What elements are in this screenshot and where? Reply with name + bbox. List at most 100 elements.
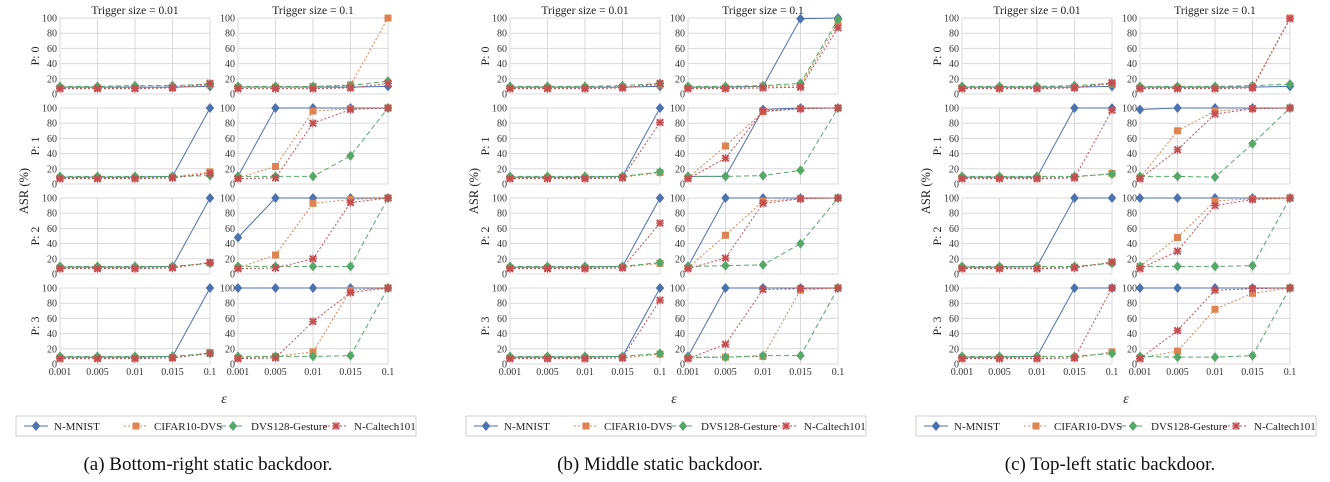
data-point: [1174, 127, 1181, 135]
y-tick-label: 20: [1127, 254, 1137, 265]
row-label: P: 1: [28, 136, 42, 155]
data-point: [1173, 247, 1182, 256]
data-point: [506, 264, 514, 273]
data-point: [1173, 283, 1182, 293]
y-tick-label: 100: [1122, 14, 1137, 25]
y-tick-label: 40: [47, 149, 57, 160]
x-tick-label: 0.005: [714, 367, 737, 378]
data-point: [1286, 104, 1294, 112]
y-axis-label: ASR (%): [17, 168, 31, 214]
row-label: P: 0: [28, 46, 42, 65]
data-point: [721, 154, 730, 163]
y-tick-label: 100: [220, 284, 235, 295]
data-point: [271, 353, 280, 362]
x-tick-label: 0.01: [1028, 367, 1046, 378]
data-point: [722, 231, 729, 239]
y-tick-label: 80: [47, 119, 57, 130]
y-tick-label: 60: [225, 314, 235, 325]
data-point: [272, 163, 279, 171]
data-point: [796, 284, 805, 293]
data-point: [1210, 261, 1220, 272]
row-label: P: 0: [478, 46, 492, 65]
y-tick-label: 0: [230, 180, 235, 191]
y-tick-label: 20: [47, 164, 57, 175]
y-tick-label: 60: [497, 44, 507, 55]
data-point: [721, 193, 730, 203]
y-tick-label: 80: [675, 209, 685, 220]
panel-r2-c0: 0 20 40 60 80 100: [492, 193, 665, 281]
data-point: [1248, 138, 1257, 149]
panel-r1-c1: 0 20 40 60 80 100: [1122, 103, 1295, 191]
row-label: P: 1: [478, 136, 492, 155]
y-tick-label: 100: [944, 194, 959, 205]
data-point: [1285, 79, 1295, 90]
y-tick-label: 0: [680, 360, 685, 371]
y-tick-label: 80: [1127, 29, 1137, 40]
y-tick-label: 60: [47, 314, 57, 325]
subfigure-caption: (a) Bottom-right static backdoor.: [83, 454, 332, 475]
data-point: [308, 171, 318, 182]
data-point: [206, 349, 214, 358]
y-tick-label: 40: [47, 239, 57, 250]
panel-r0-c0: 0 20 40 60 80 100: [492, 14, 665, 101]
y-tick-label: 60: [225, 134, 235, 145]
y-tick-label: 80: [949, 209, 959, 220]
subfigure-0: Trigger size = 0.01 Trigger size = 0.1 ASR…: [15, 5, 417, 475]
data-point: [1070, 263, 1079, 272]
data-point: [168, 173, 177, 182]
data-point: [758, 350, 768, 361]
y-tick-label: 100: [42, 194, 57, 205]
data-point: [234, 84, 242, 93]
y-tick-label: 80: [225, 209, 235, 220]
subfigure-caption: (c) Top-left static backdoor.: [1005, 454, 1215, 475]
data-point: [1248, 350, 1257, 361]
y-tick-label: 80: [949, 119, 959, 130]
y-tick-label: 80: [225, 119, 235, 130]
data-point: [1108, 78, 1116, 87]
data-point: [1107, 348, 1117, 359]
data-point: [1211, 286, 1219, 295]
y-tick-label: 100: [492, 14, 507, 25]
data-point: [655, 166, 665, 177]
legend-entry: DVS128-Gesture: [701, 421, 777, 433]
data-point: [506, 84, 514, 93]
y-tick-label: 40: [1127, 59, 1137, 70]
y-tick-label: 80: [497, 29, 507, 40]
x-tick-label: 0.015: [789, 367, 812, 378]
data-point: [1286, 14, 1294, 23]
data-point: [543, 354, 552, 363]
y-tick-label: 80: [1127, 209, 1137, 220]
y-tick-label: 100: [492, 104, 507, 115]
data-point: [309, 254, 317, 263]
y-tick-label: 100: [220, 14, 235, 25]
legend-entry: CIFAR10-DVS: [154, 421, 222, 433]
legend-marker: [132, 422, 140, 430]
y-tick-label: 20: [1127, 164, 1137, 175]
panel-r1-c0: 0 20 40 60 80 100: [944, 103, 1117, 191]
data-point: [1136, 174, 1144, 183]
y-tick-label: 100: [42, 284, 57, 295]
y-tick-label: 40: [497, 59, 507, 70]
row-label: P: 3: [478, 316, 492, 335]
y-tick-label: 60: [1127, 134, 1137, 145]
y-tick-label: 60: [47, 44, 57, 55]
data-point: [506, 354, 514, 363]
y-tick-label: 80: [1127, 299, 1137, 310]
y-tick-label: 0: [680, 180, 685, 191]
series-line-n-caltech101: [60, 262, 211, 270]
y-tick-label: 100: [1122, 104, 1137, 115]
y-tick-label: 60: [949, 134, 959, 145]
legend-marker: [31, 421, 41, 431]
x-tick-label: 0.005: [264, 367, 287, 378]
data-point: [1248, 260, 1257, 271]
data-point: [346, 150, 355, 161]
data-point: [656, 219, 664, 228]
series-line-n-caltech101: [687, 287, 839, 360]
y-tick-label: 20: [675, 344, 685, 355]
data-point: [618, 83, 627, 92]
data-point: [1107, 169, 1117, 180]
series-line-cifar10-dvs: [510, 262, 661, 269]
legend-marker: [1232, 422, 1240, 430]
column-title: Trigger size = 0.01: [993, 5, 1080, 17]
